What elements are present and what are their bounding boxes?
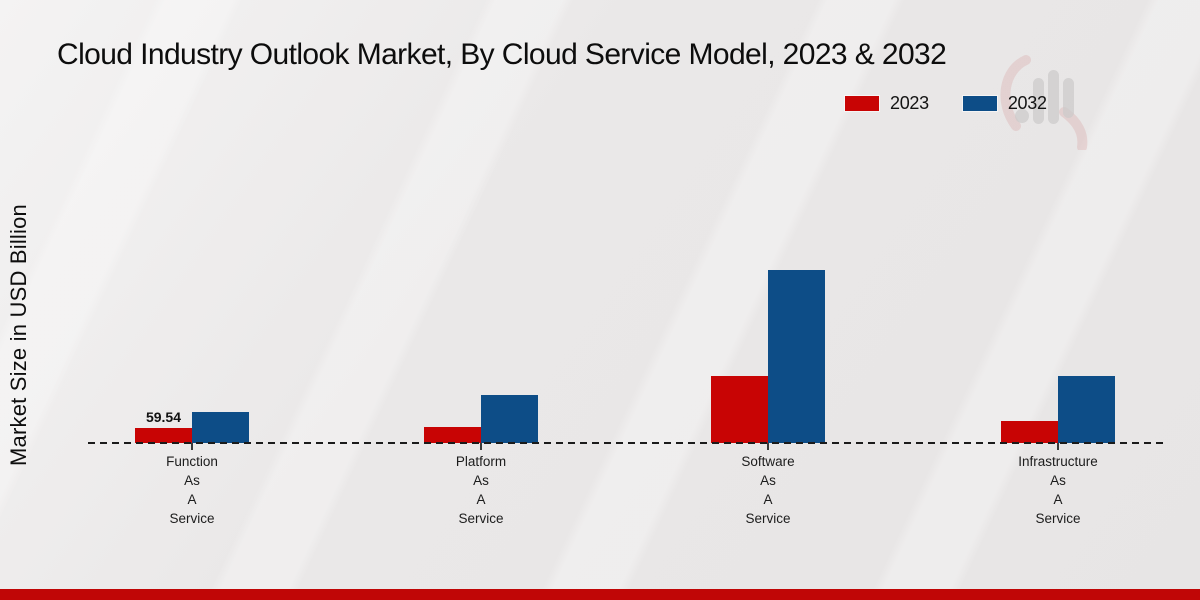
bar-2023-infrastructure-as-a-service [1001, 421, 1058, 443]
category-label-line: Function [166, 454, 218, 469]
category-label-line: Software [741, 454, 795, 469]
category-label-line: A [1053, 492, 1063, 507]
bar-2032-software-as-a-service [768, 270, 825, 443]
category-label-line: Infrastructure [1018, 454, 1098, 469]
category-label-line: Service [169, 511, 215, 526]
category-label-platform-as-a-service: Platform As A Service [401, 452, 561, 528]
category-label-line: Service [1035, 511, 1081, 526]
legend-item-2023: 2023 [845, 93, 929, 114]
bar-2032-platform-as-a-service [481, 395, 538, 443]
category-label-line: A [187, 492, 197, 507]
legend-label-2032: 2032 [1007, 93, 1047, 113]
legend-swatch-2023 [845, 96, 879, 111]
axis-tick [1057, 443, 1059, 450]
category-label-software-as-a-service: Software As A Service [688, 452, 848, 528]
axis-tick [191, 443, 193, 450]
legend-label-2023: 2023 [890, 93, 929, 113]
category-label-line: A [763, 492, 773, 507]
footer-accent-bar [0, 589, 1200, 600]
x-axis-baseline [88, 442, 1163, 444]
bar-2032-function-as-a-service [192, 412, 249, 443]
category-label-function-as-a-service: Function As A Service [112, 452, 272, 528]
bar-2023-function-as-a-service [135, 428, 192, 443]
category-label-line: Service [458, 511, 504, 526]
category-label-line: As [473, 473, 489, 488]
category-label-line: Service [745, 511, 791, 526]
category-label-line: As [760, 473, 776, 488]
bar-2023-software-as-a-service [711, 376, 768, 443]
category-label-infrastructure-as-a-service: Infrastructure As A Service [978, 452, 1138, 528]
bar-value-label: 59.54 [145, 409, 182, 425]
axis-tick [767, 443, 769, 450]
axis-tick [480, 443, 482, 450]
category-label-line: As [184, 473, 200, 488]
legend-swatch-2032 [962, 96, 997, 111]
legend-item-2032: 2032 [962, 93, 1047, 114]
category-label-line: Platform [455, 454, 507, 469]
chart-title: Cloud Industry Outlook Market, By Cloud … [57, 38, 947, 71]
watermark-logo [992, 50, 1098, 152]
legend: 2023 2032 [845, 93, 1047, 114]
bar-2032-infrastructure-as-a-service [1058, 376, 1115, 443]
bar-2023-platform-as-a-service [424, 427, 481, 443]
category-label-line: A [476, 492, 486, 507]
category-label-line: As [1050, 473, 1066, 488]
market-research-future-logo-icon [1000, 55, 1088, 152]
